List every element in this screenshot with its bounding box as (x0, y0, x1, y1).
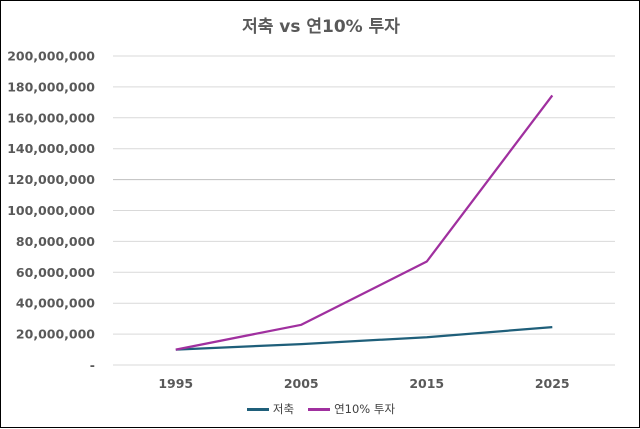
y-tick-label: 80,000,000 (16, 234, 95, 249)
y-tick-label: 140,000,000 (7, 141, 95, 156)
y-tick-label: 60,000,000 (16, 265, 95, 280)
x-axis-ticks: 1995 2005 2015 2025 (158, 376, 569, 391)
y-tick-label: 20,000,000 (16, 327, 95, 342)
y-tick-label: 200,000,000 (7, 49, 95, 64)
y-tick-label: - (90, 358, 95, 373)
y-tick-label: 160,000,000 (7, 110, 95, 125)
legend: 저축 연10% 투자 (1, 401, 640, 417)
y-axis-ticks: - 20,000,000 40,000,000 60,000,000 80,000,00… (7, 49, 95, 373)
chart-title: 저축 vs 연10% 투자 (242, 17, 400, 37)
legend-label-investment: 연10% 투자 (334, 402, 396, 416)
x-tick-label: 2015 (409, 376, 444, 391)
y-tick-label: 100,000,000 (7, 203, 95, 218)
legend-item-investment: 연10% 투자 (308, 401, 395, 417)
y-tick-label: 180,000,000 (7, 79, 95, 94)
y-tick-label: 40,000,000 (16, 296, 95, 311)
legend-label-savings: 저축 (272, 402, 295, 416)
legend-swatch-savings (246, 407, 269, 411)
legend-swatch-investment (308, 407, 331, 411)
x-tick-label: 2025 (535, 376, 570, 391)
series-lines (175, 94, 554, 351)
x-tick-label: 2005 (284, 376, 319, 391)
y-tick-label: 120,000,000 (7, 172, 95, 187)
gridlines (113, 55, 615, 366)
series-line-1 (175, 94, 554, 351)
legend-item-savings: 저축 (246, 401, 295, 417)
series-line-0 (175, 325, 553, 351)
x-tick-label: 1995 (158, 376, 193, 391)
